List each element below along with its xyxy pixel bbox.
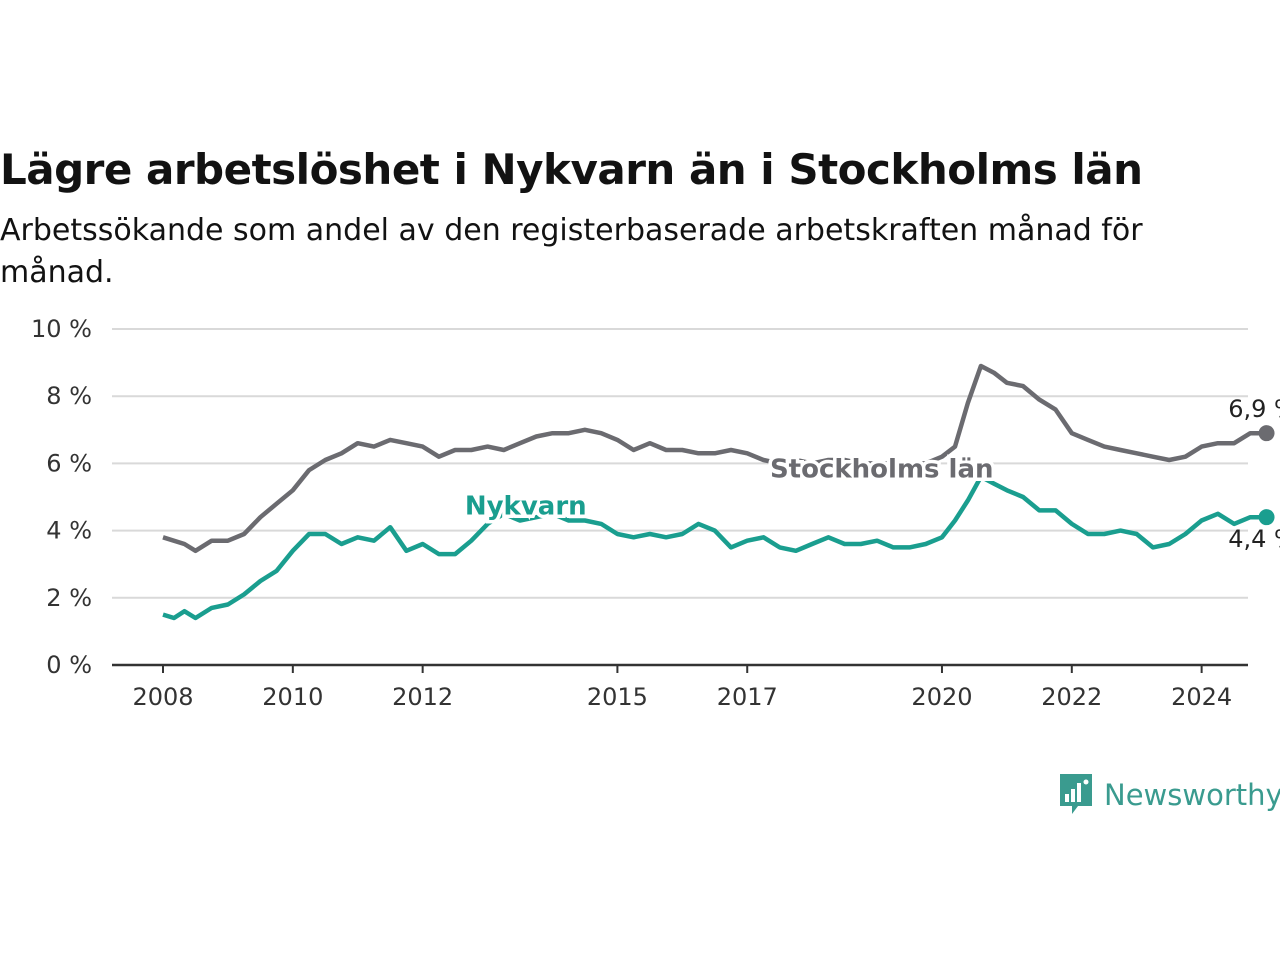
x-tick-label: 2015: [587, 683, 648, 711]
chart-bubble-icon: [1060, 774, 1092, 814]
chart-title: Lägre arbetslöshet i Nykvarn än i Stockh…: [0, 145, 1143, 194]
x-tick-label: 2008: [132, 683, 193, 711]
y-tick-label: 10 %: [31, 315, 92, 343]
series-name-label: Stockholms län: [770, 454, 994, 484]
x-tick-label: 2017: [717, 683, 778, 711]
series-labels: 6,9 % 4,4 % Stockholms län Nykvarn: [461, 395, 1280, 553]
x-tick-label: 2024: [1171, 683, 1232, 711]
line-chart: 0 % 2 % 4 % 6 % 8 % 10 % 2008 2010 2012 2015 2017…: [31, 315, 1280, 711]
x-tick-label: 2020: [911, 683, 972, 711]
chart-subtitle: Arbetssökande som andel av den registerb…: [0, 213, 1143, 290]
series-end-dot: [1258, 425, 1275, 442]
series-end-label: 4,4 %: [1228, 525, 1280, 553]
series-end-label: 6,9 %: [1228, 395, 1280, 423]
y-tick-label: 4 %: [46, 517, 92, 545]
y-tick-label: 2 %: [46, 584, 92, 612]
brand-logo: Newsworthy: [1058, 772, 1280, 818]
y-tick-label: 0 %: [46, 651, 92, 679]
y-axis: 0 % 2 % 4 % 6 % 8 % 10 %: [31, 315, 92, 679]
gridlines: [112, 328, 1248, 667]
y-tick-label: 8 %: [46, 382, 92, 410]
series-line-1: [162, 474, 1267, 621]
series-end-dot: [1258, 509, 1275, 526]
series-lines: [162, 363, 1275, 621]
series-line-0: [162, 363, 1267, 554]
x-tick-label: 2012: [392, 683, 453, 711]
series-name-label: Nykvarn: [465, 491, 587, 521]
brand-name: Newsworthy: [1104, 778, 1280, 812]
x-tick-label: 2010: [262, 683, 323, 711]
x-tick-label: 2022: [1041, 683, 1102, 711]
x-axis: 2008 2010 2012 2015 2017 2020 2022 2024: [132, 665, 1232, 711]
y-tick-label: 6 %: [46, 449, 92, 477]
